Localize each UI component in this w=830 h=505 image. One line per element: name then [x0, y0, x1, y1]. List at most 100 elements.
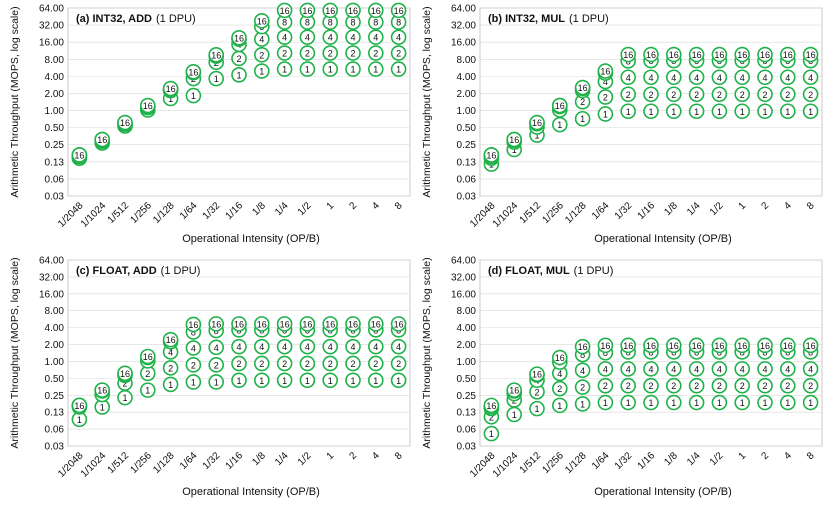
data-point-s16: [779, 46, 796, 63]
x-tick-label: 1/8: [250, 450, 268, 468]
data-point-s1: [779, 103, 796, 120]
y-tick-label: 16.00: [451, 38, 476, 49]
x-tick-label: 1: [325, 450, 337, 462]
data-label-s16: 16: [714, 50, 724, 60]
data-label-s2: 2: [350, 359, 355, 369]
data-label-s2: 2: [373, 359, 378, 369]
x-tick-label: 1/256: [128, 200, 154, 226]
data-point-s16: [483, 397, 500, 414]
x-tick-label: 1/2: [296, 450, 314, 468]
data-label-s4: 4: [626, 364, 631, 374]
x-axis-title: Operational Intensity (OP/B): [594, 233, 732, 245]
panel-label: (b) INT32, MUL (1 DPU): [488, 13, 609, 25]
data-label-s16: 16: [783, 341, 793, 351]
data-label-s16: 16: [555, 353, 565, 363]
data-label-s16: 16: [737, 50, 747, 60]
data-label-s4: 4: [603, 364, 608, 374]
data-point-s1: [665, 394, 682, 411]
data-label-s4: 4: [350, 342, 355, 352]
data-point-s4: [757, 69, 773, 86]
data-point-s1: [185, 374, 202, 390]
data-label-s2: 2: [648, 381, 653, 391]
data-point-s2: [757, 86, 773, 103]
data-label-s1: 1: [762, 398, 767, 408]
data-point-s16: [94, 131, 110, 148]
data-point-s1: [231, 372, 247, 389]
data-label-s1: 1: [100, 402, 105, 412]
x-tick-label: 1/4: [685, 450, 703, 468]
data-point-s4: [665, 69, 682, 86]
x-tick-label: 1/2: [296, 200, 314, 218]
data-label-s1: 1: [694, 398, 699, 408]
data-label-s16: 16: [669, 50, 679, 60]
data-label-s16: 16: [325, 6, 335, 16]
data-point-s2: [597, 377, 614, 394]
data-label-s2: 2: [785, 381, 790, 391]
data-label-s8: 8: [328, 18, 333, 28]
data-label-s16: 16: [143, 352, 153, 362]
x-tick-label: 1/512: [518, 200, 544, 226]
data-point-s16: [253, 12, 270, 29]
data-point-s16: [779, 337, 796, 354]
data-point-s4: [276, 29, 293, 45]
x-tick-label: 1/32: [613, 200, 635, 222]
data-point-s16: [620, 337, 637, 354]
data-point-s2: [665, 86, 682, 103]
data-label-s16: 16: [509, 386, 519, 396]
data-point-s2: [779, 86, 796, 103]
data-label-s1: 1: [328, 376, 333, 386]
data-point-s2: [643, 377, 659, 394]
data-label-s16: 16: [623, 341, 633, 351]
data-point-s1: [597, 394, 614, 411]
data-label-s16: 16: [578, 83, 588, 93]
data-point-s16: [322, 316, 339, 332]
data-point-s16: [597, 63, 614, 79]
data-label-s4: 4: [694, 364, 699, 374]
data-label-s16: 16: [211, 319, 221, 329]
data-point-s1: [711, 103, 728, 120]
data-label-s4: 4: [717, 364, 722, 374]
y-tick-label: 1.00: [457, 106, 477, 117]
data-point-s16: [529, 366, 545, 382]
data-label-s4: 4: [350, 33, 355, 43]
data-label-s8: 8: [603, 348, 608, 358]
data-label-s4: 4: [762, 364, 767, 374]
data-label-s2: 2: [603, 381, 608, 391]
data-point-s1: [620, 103, 637, 120]
data-label-s1: 1: [762, 107, 767, 117]
panel-label: (c) FLOAT, ADD (1 DPU): [76, 265, 200, 277]
y-tick-label: 2.00: [45, 340, 65, 351]
data-label-s16: 16: [257, 319, 267, 329]
x-tick-label: 1/1024: [491, 450, 521, 480]
data-point-s16: [711, 46, 728, 63]
data-point-s16: [276, 316, 293, 332]
data-point-s2: [367, 355, 384, 372]
x-tick-label: 1/512: [106, 200, 132, 226]
x-tick-label: 1/32: [613, 450, 635, 472]
data-label-s1: 1: [512, 410, 517, 420]
data-label-s1: 1: [168, 94, 173, 104]
data-point-s16: [345, 316, 361, 332]
data-point-s1: [483, 425, 500, 442]
x-tick-label: 1/2: [708, 450, 726, 468]
data-point-s1: [802, 103, 819, 120]
data-label-s1: 1: [512, 145, 517, 155]
data-label-s1: 1: [648, 398, 653, 408]
data-label-s1: 1: [489, 429, 494, 439]
y-axis-title: Arithmetic Throughput (MOPS, log scale): [9, 6, 21, 197]
data-point-s16: [390, 316, 407, 332]
data-point-s4: [276, 338, 293, 355]
y-tick-label: 32.00: [451, 21, 476, 32]
data-point-s2: [322, 45, 339, 61]
y-tick-label: 0.06: [457, 174, 477, 185]
data-point-s4: [345, 29, 361, 45]
data-label-s16: 16: [555, 101, 565, 111]
data-label-s4: 4: [396, 33, 401, 43]
x-tick-label: 1/64: [178, 200, 200, 222]
y-tick-label: 32.00: [39, 272, 64, 283]
data-point-s16: [253, 316, 270, 332]
data-label-s1: 1: [671, 107, 676, 117]
data-label-s4: 4: [214, 343, 219, 353]
data-label-s4: 4: [328, 33, 333, 43]
data-point-s4: [299, 338, 316, 355]
